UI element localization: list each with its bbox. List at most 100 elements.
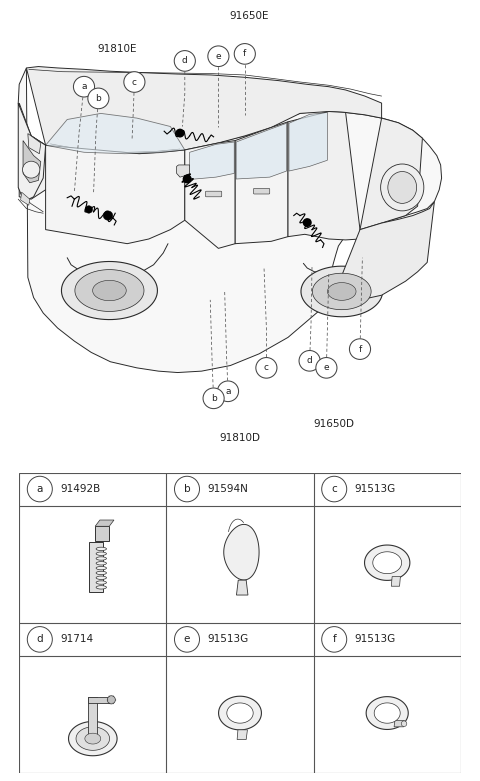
Circle shape <box>349 339 371 359</box>
Text: 91650E: 91650E <box>230 12 269 21</box>
Ellipse shape <box>96 547 107 551</box>
Ellipse shape <box>96 576 107 580</box>
Circle shape <box>174 51 195 71</box>
Circle shape <box>322 626 347 652</box>
Polygon shape <box>18 103 46 201</box>
FancyBboxPatch shape <box>19 473 461 773</box>
Circle shape <box>175 626 200 652</box>
Circle shape <box>27 476 52 502</box>
Polygon shape <box>88 697 97 734</box>
Ellipse shape <box>96 586 107 589</box>
Text: f: f <box>359 344 361 354</box>
Polygon shape <box>75 269 144 312</box>
Circle shape <box>88 88 109 109</box>
Polygon shape <box>364 545 410 580</box>
Polygon shape <box>95 520 114 526</box>
Text: 91513G: 91513G <box>208 634 249 644</box>
Circle shape <box>183 175 191 183</box>
Circle shape <box>217 381 239 401</box>
Circle shape <box>208 46 229 66</box>
Text: b: b <box>96 94 101 103</box>
Polygon shape <box>21 192 30 205</box>
Text: e: e <box>324 363 329 373</box>
Circle shape <box>176 130 184 137</box>
Polygon shape <box>312 273 371 310</box>
Circle shape <box>256 358 277 378</box>
Polygon shape <box>288 112 360 240</box>
Text: 91492B: 91492B <box>60 484 101 494</box>
Polygon shape <box>69 722 117 756</box>
Circle shape <box>401 721 407 726</box>
Polygon shape <box>190 142 234 180</box>
Polygon shape <box>185 141 235 248</box>
Ellipse shape <box>96 562 107 565</box>
Circle shape <box>175 476 200 502</box>
Circle shape <box>322 476 347 502</box>
Polygon shape <box>23 141 41 183</box>
Polygon shape <box>95 526 109 540</box>
Text: e: e <box>184 634 190 644</box>
Polygon shape <box>237 729 247 740</box>
Circle shape <box>85 205 93 213</box>
Ellipse shape <box>96 566 107 570</box>
Polygon shape <box>360 118 422 230</box>
Polygon shape <box>289 112 327 171</box>
Polygon shape <box>28 134 41 154</box>
Polygon shape <box>327 283 356 301</box>
Circle shape <box>203 388 224 408</box>
Polygon shape <box>46 145 185 244</box>
Polygon shape <box>330 201 434 307</box>
Ellipse shape <box>388 172 417 203</box>
Text: 91650D: 91650D <box>313 419 354 429</box>
Text: a: a <box>225 387 231 396</box>
Polygon shape <box>235 122 288 244</box>
Polygon shape <box>373 551 402 574</box>
Text: 91810E: 91810E <box>98 45 137 54</box>
FancyBboxPatch shape <box>205 191 222 197</box>
Polygon shape <box>61 262 157 319</box>
Polygon shape <box>227 703 253 723</box>
Polygon shape <box>224 524 259 580</box>
Polygon shape <box>237 580 248 595</box>
Text: c: c <box>264 363 269 373</box>
Polygon shape <box>76 727 109 751</box>
Polygon shape <box>218 696 262 730</box>
Text: f: f <box>243 49 246 59</box>
Text: d: d <box>182 56 188 66</box>
Polygon shape <box>26 66 382 154</box>
Polygon shape <box>394 721 405 727</box>
Polygon shape <box>374 703 400 723</box>
Polygon shape <box>366 697 408 729</box>
Text: a: a <box>81 82 87 91</box>
Polygon shape <box>391 576 400 587</box>
Text: e: e <box>216 52 221 61</box>
Ellipse shape <box>381 164 424 211</box>
Polygon shape <box>88 697 111 703</box>
Text: 91714: 91714 <box>60 634 94 644</box>
Circle shape <box>23 161 40 178</box>
Text: b: b <box>184 484 191 494</box>
Circle shape <box>27 626 52 652</box>
Text: 91513G: 91513G <box>355 484 396 494</box>
Text: a: a <box>36 484 43 494</box>
Polygon shape <box>177 165 190 177</box>
Circle shape <box>234 44 255 64</box>
Circle shape <box>316 358 337 378</box>
Circle shape <box>103 211 113 220</box>
Polygon shape <box>19 103 84 199</box>
Circle shape <box>303 219 311 226</box>
Polygon shape <box>18 68 442 373</box>
Polygon shape <box>301 266 383 317</box>
Circle shape <box>299 351 320 371</box>
Circle shape <box>108 696 115 704</box>
Ellipse shape <box>96 571 107 575</box>
Circle shape <box>124 72 145 92</box>
Circle shape <box>73 77 95 97</box>
Text: 91810D: 91810D <box>219 433 261 443</box>
Text: f: f <box>332 634 336 644</box>
Polygon shape <box>46 113 185 154</box>
Polygon shape <box>89 542 103 592</box>
Ellipse shape <box>96 557 107 560</box>
Text: c: c <box>331 484 337 494</box>
Text: d: d <box>307 356 312 366</box>
